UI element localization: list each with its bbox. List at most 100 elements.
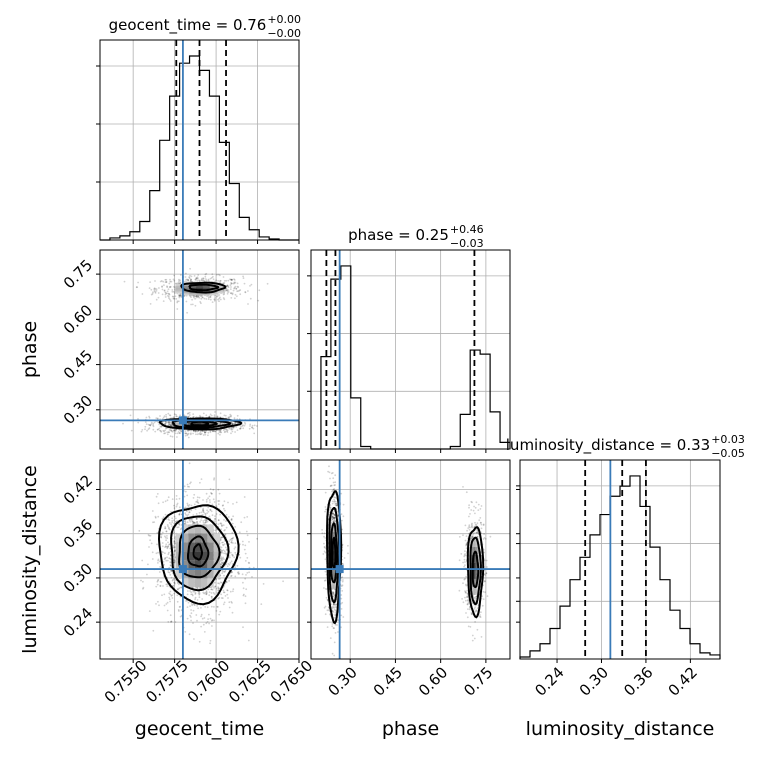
sample-point	[199, 433, 202, 435]
density-cell	[181, 524, 189, 534]
sample-point	[221, 541, 223, 544]
sample-point	[324, 613, 327, 616]
density-cell	[188, 524, 195, 534]
sample-point	[198, 296, 201, 299]
sample-point	[322, 553, 325, 555]
sample-point	[197, 277, 199, 280]
sample-point	[213, 414, 216, 417]
sample-point	[168, 421, 171, 423]
sample-point	[191, 594, 194, 597]
sample-point	[140, 579, 142, 582]
sample-point	[153, 288, 156, 290]
sample-point	[187, 590, 189, 592]
sample-point	[331, 516, 334, 518]
sample-point	[205, 519, 208, 522]
sample-point	[230, 571, 233, 574]
sample-point	[165, 413, 168, 416]
sample-point	[323, 546, 326, 548]
sample-point	[224, 546, 227, 549]
sample-point	[153, 287, 156, 290]
sample-point	[220, 556, 223, 558]
sample-point	[152, 629, 155, 632]
sample-point	[170, 620, 173, 623]
sample-point	[169, 614, 172, 617]
sample-point	[160, 280, 163, 282]
sample-point	[217, 503, 220, 506]
density-cell	[202, 287, 210, 290]
sample-point	[145, 423, 148, 425]
sample-point	[199, 481, 201, 484]
sample-point	[234, 575, 237, 578]
sample-point	[332, 603, 335, 606]
sample-point	[192, 603, 194, 606]
sample-point	[161, 545, 164, 548]
sample-point	[228, 563, 231, 566]
density-cell	[182, 291, 190, 294]
density-cell	[207, 533, 214, 543]
panel-frame	[99, 459, 300, 660]
sample-point	[195, 295, 198, 297]
sample-point	[230, 422, 233, 425]
sample-point	[174, 582, 176, 585]
sample-point	[173, 541, 176, 544]
sample-point	[226, 292, 229, 295]
sample-point	[173, 274, 176, 277]
grid-lines	[311, 250, 510, 449]
sample-point	[168, 293, 171, 295]
sample-point	[171, 519, 174, 522]
sample-point	[202, 521, 205, 524]
sample-point	[168, 543, 170, 546]
sample-point	[171, 289, 174, 291]
sample-point	[186, 593, 189, 596]
sample-point	[228, 415, 231, 418]
density-cell	[189, 293, 197, 296]
density-cell	[216, 289, 224, 292]
sample-point	[188, 504, 191, 506]
sample-point	[194, 278, 197, 281]
sample-point	[192, 432, 195, 435]
sample-point	[224, 595, 227, 597]
sample-point	[224, 533, 227, 536]
sample-point	[176, 300, 179, 303]
sample-point	[223, 552, 226, 555]
sample-point	[226, 429, 229, 431]
density-cell	[181, 551, 189, 561]
sample-point	[219, 429, 222, 432]
sample-point	[186, 278, 189, 281]
sample-point	[193, 638, 195, 640]
sample-point	[208, 495, 211, 498]
sample-point	[202, 509, 205, 512]
sample-point	[335, 502, 338, 505]
sample-point	[204, 431, 207, 434]
sample-point	[185, 278, 188, 281]
sample-point	[161, 517, 164, 520]
sample-point	[165, 292, 167, 295]
sample-point	[175, 505, 178, 508]
sample-point	[163, 284, 165, 286]
sample-point	[175, 298, 178, 300]
sample-point	[187, 430, 189, 432]
sample-point	[166, 547, 169, 550]
sample-point	[151, 551, 154, 554]
sample-point	[210, 596, 213, 598]
density-cell	[216, 285, 224, 288]
sample-point	[176, 526, 179, 529]
sample-point	[230, 600, 233, 603]
sample-point	[331, 515, 334, 518]
sample-point	[205, 521, 207, 524]
sample-point	[187, 279, 190, 282]
sample-point	[176, 432, 179, 435]
sample-point	[156, 418, 159, 420]
sample-point	[213, 430, 216, 432]
sample-point	[332, 606, 334, 609]
sample-point	[188, 414, 191, 416]
sample-point	[210, 592, 213, 594]
sample-point	[334, 504, 337, 507]
sample-point	[178, 513, 181, 515]
sample-point	[161, 286, 163, 288]
sample-point	[341, 590, 344, 592]
sample-point	[214, 297, 216, 299]
sample-point	[213, 619, 215, 622]
sample-point	[167, 431, 170, 433]
sample-point	[202, 591, 205, 594]
